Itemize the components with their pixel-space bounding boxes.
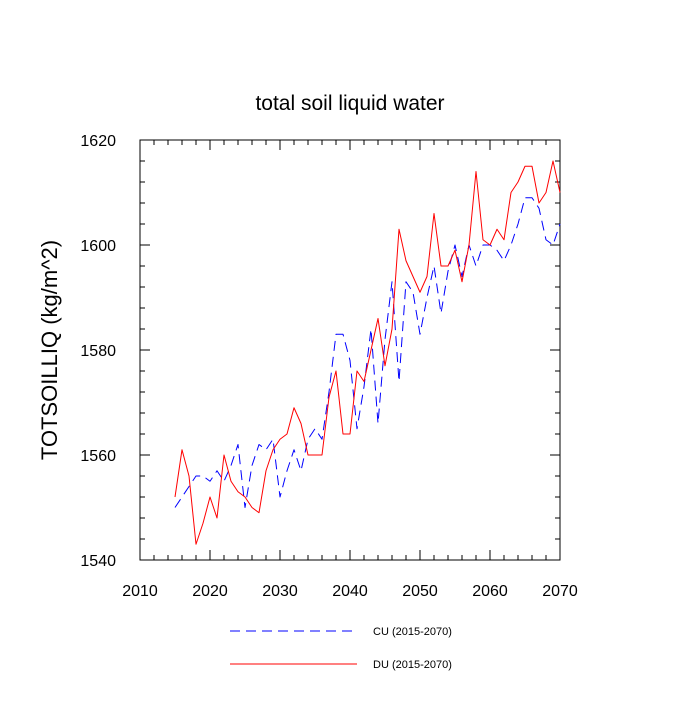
series-line-cu xyxy=(174,197,561,508)
chart-title: total soil liquid water xyxy=(255,92,444,115)
y-tick-labels: 1540 1560 1580 1600 1620 xyxy=(80,133,116,570)
y-tick-label: 1620 xyxy=(80,133,116,150)
x-tick-label: 2070 xyxy=(542,583,578,600)
x-tick-label: 2010 xyxy=(122,583,158,600)
x-tick-label: 2030 xyxy=(262,583,298,600)
series-line-du xyxy=(174,160,561,545)
y-tick-label: 1560 xyxy=(80,448,116,465)
y-tick-label: 1600 xyxy=(80,238,116,255)
legend-label-du: DU (2015-2070) xyxy=(373,659,452,671)
plot-frame xyxy=(139,139,561,561)
y-axis-label: TOTSOILLIQ (kg/m^2) xyxy=(37,240,62,460)
y-tick-label: 1580 xyxy=(80,343,116,360)
x-tick-label: 2020 xyxy=(192,583,228,600)
legend: CU (2015-2070) DU (2015-2070) xyxy=(230,626,452,671)
axis-ticks xyxy=(139,139,561,561)
x-tick-label: 2060 xyxy=(472,583,508,600)
series-layer xyxy=(174,160,561,545)
x-tick-labels: 2010 2020 2030 2040 2050 2060 2070 xyxy=(122,583,578,600)
y-tick-label: 1540 xyxy=(80,553,116,570)
x-tick-label: 2050 xyxy=(402,583,438,600)
legend-label-cu: CU (2015-2070) xyxy=(373,626,452,638)
x-tick-label: 2040 xyxy=(332,583,368,600)
